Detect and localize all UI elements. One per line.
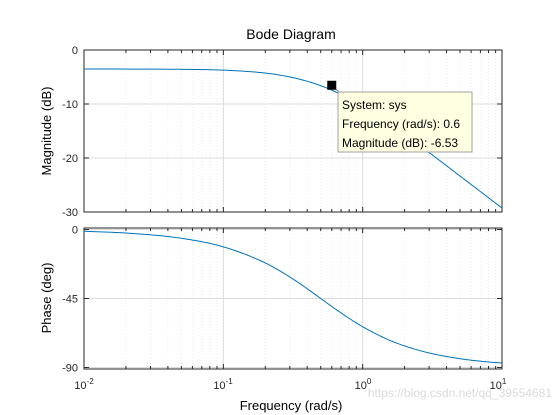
- magnitude-axis-label: Magnitude (dB): [39, 87, 54, 176]
- frequency-tick-labels: 10-2 10-1 100 101: [74, 377, 507, 392]
- phase-y-tick-label-1: -45: [62, 294, 78, 306]
- mag-y-tick-label-3: -30: [62, 207, 78, 219]
- x-tick-label-4: 101: [490, 377, 507, 392]
- magnitude-series-line: [84, 68, 503, 209]
- mag-y-tick-label-2: -20: [62, 153, 78, 165]
- phase-panel: 0 -45 -90 Phase (deg): [39, 225, 503, 374]
- datatip[interactable]: System: sys Frequency (rad/s): 0.6 Magni…: [327, 80, 473, 153]
- x-tick-label-1: 10-2: [74, 377, 94, 392]
- mag-y-tick-label-0: 0: [72, 45, 78, 57]
- phase-y-tick-label-2: -90: [62, 362, 78, 374]
- chart-title: Bode Diagram: [246, 26, 336, 42]
- magnitude-ticks: 0 -10 -20 -30: [62, 45, 502, 219]
- datatip-line-magnitude: Magnitude (dB): -6.53: [342, 136, 458, 150]
- x-tick-label-3: 100: [355, 377, 372, 392]
- phase-y-tick-label-0: 0: [72, 225, 78, 237]
- datatip-line-system: System: sys: [342, 98, 407, 112]
- frequency-axis-label: Frequency (rad/s): [240, 398, 343, 413]
- watermark: https://blog.csdn.net/qq_39554681: [368, 386, 552, 400]
- magnitude-axes-box: [83, 49, 503, 213]
- mag-y-tick-label-1: -10: [62, 99, 78, 111]
- phase-axis-label: Phase (deg): [39, 263, 54, 334]
- datatip-box: [337, 91, 473, 153]
- x-tick-label-2: 10-1: [213, 377, 233, 392]
- phase-ticks: 0 -45 -90: [62, 225, 502, 374]
- datatip-line-frequency: Frequency (rad/s): 0.6: [342, 117, 460, 131]
- phase-series-line: [83, 230, 503, 364]
- datatip-marker[interactable]: [327, 80, 337, 90]
